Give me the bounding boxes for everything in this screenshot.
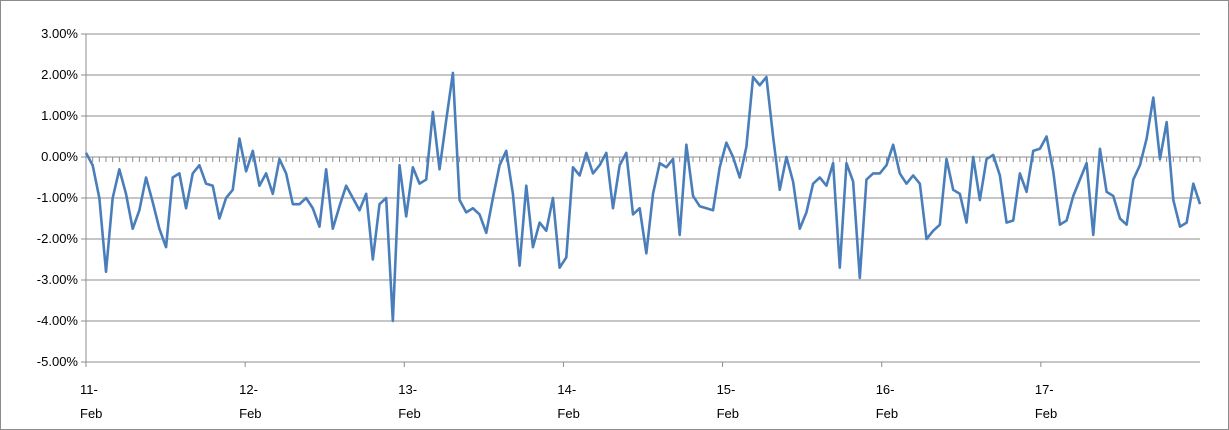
y-tick-label: -5.00% — [37, 354, 79, 369]
gridlines — [81, 33, 1200, 363]
x-tick-label-day: 13- — [398, 382, 417, 397]
y-tick-label: 2.00% — [41, 67, 78, 82]
y-axis-labels: 3.00% 2.00% 1.00% 0.00% -1.00% -2.00% -3.00% -4… — [37, 26, 79, 369]
y-tick-label: -3.00% — [37, 272, 79, 287]
x-tick-label-month: Feb — [1035, 406, 1057, 421]
x-tick-label-day: 12- — [239, 382, 258, 397]
y-tick-label: -1.00% — [37, 190, 79, 205]
x-tick-label-month: Feb — [717, 406, 739, 421]
y-tick-label: -4.00% — [37, 313, 79, 328]
x-tick-label-day: 11- — [80, 382, 98, 397]
x-tick-label-month: Feb — [80, 406, 102, 421]
x-axis-labels: 11- Feb 12- Feb 13- Feb 14- Feb 15- Feb 16- Feb 17- F… — [80, 362, 1057, 421]
y-tick-label: -2.00% — [37, 231, 79, 246]
y-tick-label: 0.00% — [41, 149, 78, 164]
x-tick-label-day: 14- — [557, 382, 576, 397]
x-tick-label-day: 16- — [876, 382, 895, 397]
x-tick-label-month: Feb — [398, 406, 420, 421]
series-line — [84, 71, 1202, 323]
x-tick-label-month: Feb — [557, 406, 579, 421]
x-tick-label-day: 17- — [1035, 382, 1054, 397]
x-tick-label-month: Feb — [239, 406, 261, 421]
y-tick-label: 1.00% — [41, 108, 78, 123]
y-tick-label: 3.00% — [41, 26, 78, 41]
x-tick-label-month: Feb — [876, 406, 898, 421]
x-tick-label-day: 15- — [717, 382, 736, 397]
